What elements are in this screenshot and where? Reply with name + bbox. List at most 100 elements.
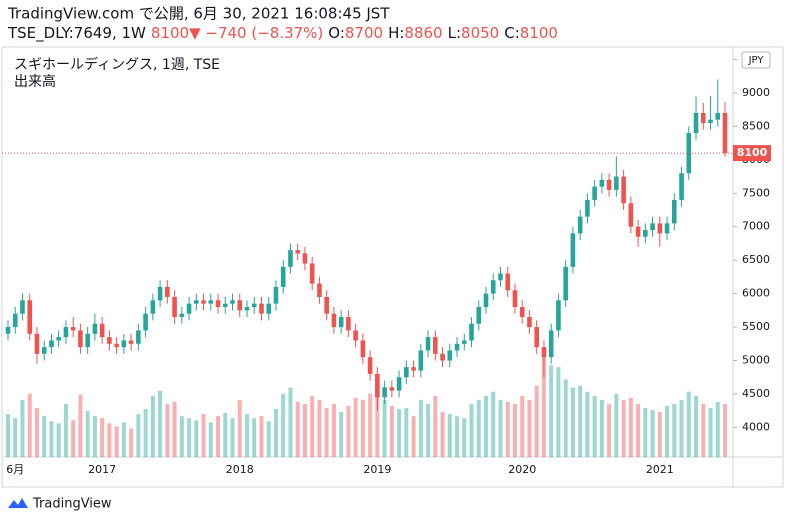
- volume-bar: [42, 416, 47, 457]
- volume-bar: [20, 399, 25, 457]
- price-axis: 4000450050005500600065007000750080008500…: [733, 52, 770, 433]
- candle-body: [63, 327, 69, 338]
- last-price-tag: 8100: [733, 145, 771, 162]
- volume-bar: [201, 414, 206, 457]
- chart-frame: [1, 46, 784, 488]
- close-label: C:: [504, 24, 520, 42]
- volume-bar: [607, 403, 612, 457]
- candle-body: [12, 313, 18, 328]
- candle-body: [107, 337, 112, 344]
- x-tick-label: 2019: [363, 463, 391, 476]
- volume-bar: [324, 408, 329, 457]
- candle-body: [548, 330, 554, 358]
- volume-bar: [418, 399, 423, 457]
- volume-bar: [360, 399, 365, 457]
- candle-body: [411, 367, 416, 371]
- candle-body: [454, 343, 460, 351]
- volume-bar: [245, 414, 249, 457]
- candle-body: [563, 266, 568, 301]
- candle-body: [20, 300, 25, 314]
- candle-body: [237, 300, 243, 311]
- close-value: 8100: [520, 24, 558, 42]
- candle-body: [259, 303, 264, 314]
- candle-body: [27, 300, 33, 334]
- candle-body: [99, 323, 105, 338]
- candle-body: [657, 223, 663, 234]
- candle-body: [78, 330, 83, 348]
- volume-bar: [281, 393, 286, 457]
- volume-bar: [570, 387, 575, 457]
- volume-bar: [375, 377, 380, 457]
- last-price-box: [733, 145, 771, 162]
- x-tick-label: 2017: [88, 463, 116, 476]
- volume-bar: [179, 416, 184, 457]
- volume-bar: [310, 395, 315, 457]
- candle-body: [346, 317, 351, 331]
- volume-bar: [194, 420, 199, 457]
- volume-bar: [708, 408, 713, 457]
- candle-body: [433, 337, 438, 354]
- volume-bar: [447, 414, 452, 457]
- logo-icon: [8, 498, 28, 508]
- candle-body: [440, 353, 445, 361]
- volume-bar: [498, 399, 503, 457]
- candle-body: [643, 230, 648, 237]
- candle-body: [56, 337, 61, 341]
- volume-bar: [556, 367, 561, 457]
- volume-bar: [288, 387, 293, 457]
- candle-body: [512, 290, 518, 307]
- candle-body: [490, 280, 496, 294]
- candle-body: [700, 112, 706, 124]
- volume-bar: [527, 399, 532, 457]
- candle-body: [280, 266, 286, 287]
- volume-bar: [172, 401, 177, 457]
- candle-body: [201, 300, 206, 304]
- candle-body: [418, 350, 424, 371]
- candle-body: [49, 340, 54, 348]
- candle-body: [114, 343, 119, 348]
- candle-body: [498, 273, 503, 281]
- candle-body: [288, 250, 293, 267]
- high-value: 8860: [404, 24, 442, 42]
- volume-bar: [541, 357, 546, 457]
- footer-brand: TradingView: [32, 497, 112, 512]
- volume-bar: [13, 418, 18, 457]
- candle-body: [70, 327, 76, 331]
- last-price: 8100: [151, 24, 189, 42]
- volume-bar: [694, 395, 699, 457]
- open-value: 8700: [345, 24, 383, 42]
- candle-body: [324, 296, 329, 314]
- candle-body: [128, 340, 134, 344]
- candle-body: [34, 333, 40, 354]
- candle-body: [208, 300, 214, 304]
- volume-bar: [614, 393, 619, 457]
- volume-bar: [462, 418, 467, 457]
- volume-bar: [259, 416, 264, 457]
- volume-bar: [585, 391, 590, 457]
- volume-bar: [679, 399, 684, 457]
- volume-bar: [665, 405, 670, 457]
- candle-body: [476, 306, 482, 324]
- volume-bar: [6, 414, 10, 457]
- candle-body: [244, 306, 250, 311]
- candle-body: [686, 133, 692, 174]
- candle-body: [469, 323, 474, 341]
- volume-bar: [346, 405, 351, 457]
- volume-bar: [484, 395, 488, 457]
- candle-body: [679, 173, 684, 200]
- candle-body: [577, 216, 583, 234]
- candle-body: [367, 357, 373, 374]
- x-tick-label: 2021: [646, 463, 674, 476]
- candle-body: [606, 179, 612, 190]
- volume-bar: [237, 399, 242, 457]
- volume-bar: [599, 399, 604, 457]
- candle-body: [527, 317, 532, 328]
- y-tick-label: 4000: [742, 420, 770, 433]
- volume-bar: [63, 403, 68, 457]
- candle-body: [295, 250, 300, 254]
- candle-body: [150, 300, 156, 314]
- volume-bar: [382, 399, 387, 457]
- candle-body: [693, 112, 699, 134]
- candle-body: [715, 112, 721, 120]
